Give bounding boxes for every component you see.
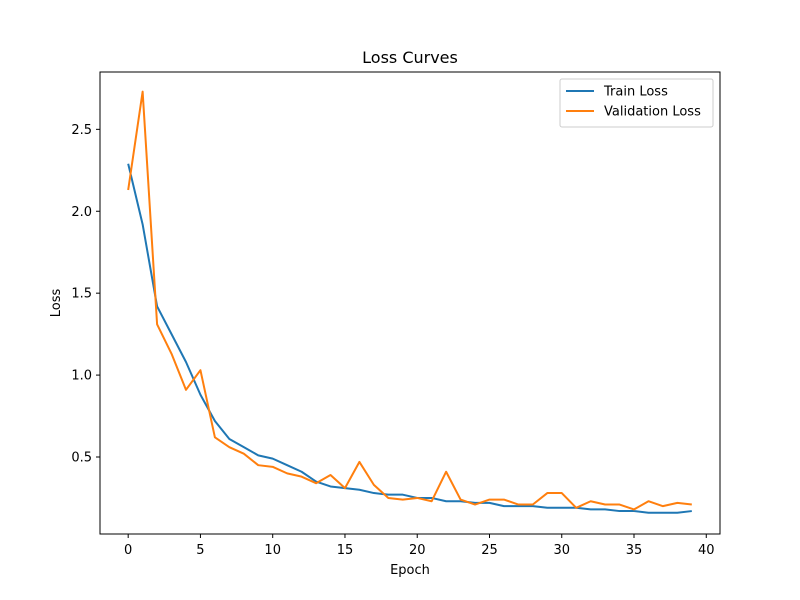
y-axis-label: Loss [49,289,64,318]
legend-label: Train Loss [603,85,668,100]
x-tick-label: 40 [698,543,715,558]
x-tick-label: 15 [337,543,354,558]
y-axis: 0.5 1.0 1.5 2.0 2.5 [71,123,100,466]
x-tick-label: 20 [409,543,426,558]
chart-title: Loss Curves [362,48,458,67]
y-tick-label: 0.5 [71,451,92,466]
plot-frame [99,71,721,535]
x-tick-label: 5 [196,543,204,558]
legend-label: Validation Loss [604,105,701,120]
x-axis-label: Epoch [390,563,430,578]
legend-box [559,78,714,128]
x-tick-label: 30 [553,543,570,558]
x-axis: 0 5 10 15 20 25 30 35 40 [124,534,715,558]
y-tick-label: 2.5 [71,123,92,138]
y-tick-label: 1.5 [71,287,92,302]
series-line-0 [127,163,692,514]
x-tick-label: 25 [481,543,498,558]
x-tick-label: 0 [124,543,132,558]
y-tick-label: 1.0 [71,369,92,384]
x-tick-label: 35 [626,543,643,558]
legend: Train Loss Validation Loss [559,78,714,128]
plot-lines [127,90,692,514]
x-tick-label: 10 [264,543,281,558]
series-line-1 [127,90,692,511]
y-tick-label: 2.0 [71,205,92,220]
